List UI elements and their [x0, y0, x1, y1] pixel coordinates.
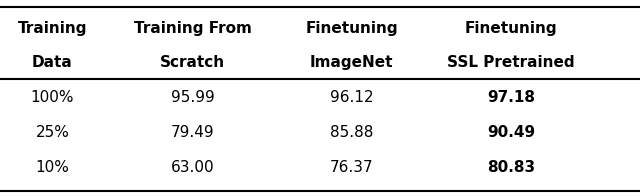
Text: 76.37: 76.37 [330, 160, 374, 175]
Text: 79.49: 79.49 [171, 125, 214, 140]
Text: Training From: Training From [134, 21, 252, 36]
Text: 25%: 25% [35, 125, 69, 140]
Text: 96.12: 96.12 [330, 91, 374, 105]
Text: SSL Pretrained: SSL Pretrained [447, 55, 575, 71]
Text: 97.18: 97.18 [487, 91, 535, 105]
Text: Finetuning: Finetuning [465, 21, 557, 36]
Text: 80.83: 80.83 [487, 160, 535, 175]
Text: Finetuning: Finetuning [305, 21, 398, 36]
Text: 95.99: 95.99 [171, 91, 214, 105]
Text: 100%: 100% [31, 91, 74, 105]
Text: 85.88: 85.88 [330, 125, 374, 140]
Text: Training: Training [18, 21, 87, 36]
Text: Scratch: Scratch [160, 55, 225, 71]
Text: 90.49: 90.49 [487, 125, 535, 140]
Text: ImageNet: ImageNet [310, 55, 394, 71]
Text: 63.00: 63.00 [171, 160, 214, 175]
Text: Data: Data [32, 55, 73, 71]
Text: 10%: 10% [35, 160, 69, 175]
